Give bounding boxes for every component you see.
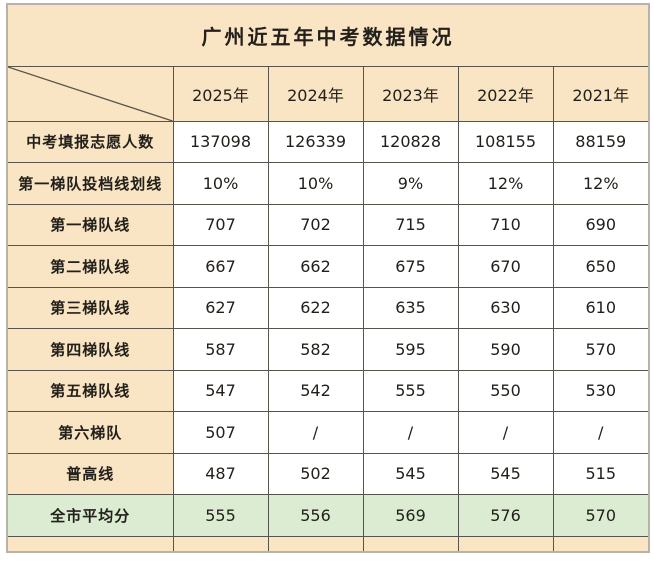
cell-value: 570 — [552, 494, 650, 537]
cell-value: 582 — [267, 328, 364, 371]
diagonal-corner-cell — [6, 65, 174, 122]
diagonal-line — [8, 67, 173, 121]
table-title: 广州近五年中考数据情况 — [6, 3, 650, 67]
year-header-2021: 2021年 — [552, 65, 650, 122]
year-header-2023: 2023年 — [362, 65, 459, 122]
table-row-tier1-line: 第一梯队线 707 702 715 710 690 — [6, 203, 650, 246]
row-label: 第四梯队线 — [6, 328, 174, 371]
table-row-general-hs-line: 普高线 487 502 545 545 515 — [6, 452, 650, 495]
title-row: 广州近五年中考数据情况 — [6, 3, 650, 67]
row-label: 第六梯队 — [6, 411, 174, 454]
cell-value: 10% — [267, 162, 364, 205]
cell-value: 610 — [552, 286, 650, 329]
row-label: 全市平均分 — [6, 494, 174, 537]
row-label: 第三梯队线 — [6, 286, 174, 329]
cell-value: 507 — [172, 411, 269, 454]
exam-data-table: 广州近五年中考数据情况 2025年 2024年 2023年 2022年 2021… — [6, 3, 650, 553]
row-label: 第二梯队线 — [6, 245, 174, 288]
year-header-2024: 2024年 — [267, 65, 364, 122]
cell-value: 587 — [172, 328, 269, 371]
cell-value: 576 — [457, 494, 554, 537]
clipped-cell — [172, 535, 269, 553]
cell-value: 702 — [267, 203, 364, 246]
cell-value: 555 — [172, 494, 269, 537]
cell-value: / — [552, 411, 650, 454]
cell-value: 590 — [457, 328, 554, 371]
table-row-tier3-line: 第三梯队线 627 622 635 630 610 — [6, 286, 650, 329]
cell-value: 9% — [362, 162, 459, 205]
cell-value: 126339 — [267, 120, 364, 163]
clipped-cell — [457, 535, 554, 553]
cell-value: 710 — [457, 203, 554, 246]
cell-value: 690 — [552, 203, 650, 246]
year-header-2022: 2022年 — [457, 65, 554, 122]
clipped-bottom-row — [6, 535, 650, 553]
year-header-2025: 2025年 — [172, 65, 269, 122]
cell-value: 667 — [172, 245, 269, 288]
cell-value: 650 — [552, 245, 650, 288]
cell-value: 555 — [362, 369, 459, 412]
cell-value: 530 — [552, 369, 650, 412]
cell-value: 545 — [362, 452, 459, 495]
cell-value: 12% — [457, 162, 554, 205]
table-row-tier4-line: 第四梯队线 587 582 595 590 570 — [6, 328, 650, 371]
row-label: 第一梯队投档线划线 — [6, 162, 174, 205]
cell-value: 569 — [362, 494, 459, 537]
cell-value: 595 — [362, 328, 459, 371]
table-row-tier5-line: 第五梯队线 547 542 555 550 530 — [6, 369, 650, 412]
clipped-cell — [6, 535, 174, 553]
cell-value: 137098 — [172, 120, 269, 163]
cell-value: 635 — [362, 286, 459, 329]
cell-value: 10% — [172, 162, 269, 205]
clipped-cell — [362, 535, 459, 553]
cell-value: 120828 — [362, 120, 459, 163]
cell-value: 570 — [552, 328, 650, 371]
row-label: 第一梯队线 — [6, 203, 174, 246]
year-header-row: 2025年 2024年 2023年 2022年 2021年 — [6, 65, 650, 122]
row-label: 第五梯队线 — [6, 369, 174, 412]
cell-value: 630 — [457, 286, 554, 329]
cell-value: 670 — [457, 245, 554, 288]
cell-value: 675 — [362, 245, 459, 288]
cell-value: / — [457, 411, 554, 454]
table-row-tier2-line: 第二梯队线 667 662 675 670 650 — [6, 245, 650, 288]
table-row-applicants: 中考填报志愿人数 137098 126339 120828 108155 881… — [6, 120, 650, 163]
cell-value: 542 — [267, 369, 364, 412]
cell-value: 715 — [362, 203, 459, 246]
cell-value: 487 — [172, 452, 269, 495]
cell-value: 662 — [267, 245, 364, 288]
cell-value: 707 — [172, 203, 269, 246]
cell-value: 88159 — [552, 120, 650, 163]
row-label: 普高线 — [6, 452, 174, 495]
cell-value: 545 — [457, 452, 554, 495]
cell-value: 502 — [267, 452, 364, 495]
cell-value: / — [267, 411, 364, 454]
cell-value: 108155 — [457, 120, 554, 163]
cell-value: 515 — [552, 452, 650, 495]
table-row-tier1-percent: 第一梯队投档线划线 10% 10% 9% 12% 12% — [6, 162, 650, 205]
row-label: 中考填报志愿人数 — [6, 120, 174, 163]
cell-value: 622 — [267, 286, 364, 329]
cell-value: 556 — [267, 494, 364, 537]
cell-value: 627 — [172, 286, 269, 329]
cell-value: 547 — [172, 369, 269, 412]
cell-value: 550 — [457, 369, 554, 412]
cell-value: 12% — [552, 162, 650, 205]
cell-value: / — [362, 411, 459, 454]
clipped-cell — [267, 535, 364, 553]
table-row-city-average: 全市平均分 555 556 569 576 570 — [6, 494, 650, 537]
clipped-cell — [552, 535, 650, 553]
table-row-tier6: 第六梯队 507 / / / / — [6, 411, 650, 454]
